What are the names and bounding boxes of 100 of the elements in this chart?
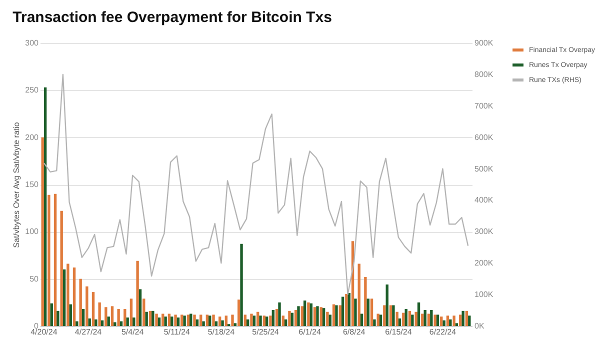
bar [288,310,291,326]
bar [440,316,443,326]
bar [176,318,180,326]
bar [136,260,139,326]
bar [430,310,433,326]
bar [162,314,164,326]
bar [468,316,471,326]
bar [379,314,382,326]
bar [168,314,171,326]
bar [193,314,196,326]
bar [427,314,430,326]
bar [328,314,332,326]
y-tick-label: 250 [25,86,40,95]
bar [408,310,412,326]
y-tick-label: 300 [25,38,40,48]
bar [335,305,338,326]
y2-tick-label: 200K [474,258,494,268]
bar [186,314,190,326]
bar [86,286,88,326]
y-tick-label: 0 [34,322,40,330]
bar [98,302,101,326]
bar [110,306,114,326]
bar [221,320,224,326]
bar [132,318,136,326]
bar [332,304,336,326]
x-tick-label: 4/20/24 [30,328,58,336]
bar [148,310,152,326]
y2-tick-label: 600K [474,132,494,142]
x-tick-label: 6/22/24 [429,328,457,336]
bar [218,316,222,326]
bar [373,319,376,326]
bar [465,310,468,326]
bar [269,316,272,326]
bar [48,194,50,326]
y2-tick-label: 800K [474,70,494,79]
bar [164,316,167,326]
bar [138,289,142,326]
bar [170,316,174,326]
bar [66,264,70,326]
line-series [43,74,469,296]
chart-title: Transaction fee Overpayment for Bitcoin Txs [12,9,332,26]
x-tick-label: 6/1/24 [298,328,322,336]
bar [155,314,158,326]
bar [275,309,278,326]
bar [417,302,420,326]
bar [434,314,436,326]
bar [114,322,116,326]
bar [202,321,205,326]
bar [265,316,268,326]
bar [246,319,250,326]
bar [88,318,91,326]
bar [145,312,148,326]
bar [234,323,237,326]
bar [158,318,161,326]
bar [442,320,446,326]
bar [392,305,395,326]
x-tick-label: 6/8/24 [342,328,366,336]
bar [82,309,85,326]
bar [354,298,357,326]
bar [92,292,95,326]
bar [62,269,66,326]
bar [183,316,186,326]
bar [44,87,47,326]
bar [237,300,240,326]
bar [126,318,129,326]
bar [206,314,209,326]
x-tick-label: 4/27/24 [74,328,102,336]
y2-tick-label: 900K [474,38,494,48]
bar [104,307,108,326]
x-tick-label: 5/4/24 [121,328,144,336]
y2-tick-label: 500K [474,164,494,174]
bar [376,314,380,326]
bar [152,310,154,326]
bar [459,314,462,326]
bar [404,309,408,326]
bar [244,314,247,326]
bar [446,316,450,326]
bar [208,316,212,326]
bar [386,284,388,326]
bar [56,310,60,326]
bar [358,264,360,326]
bar [196,319,199,326]
x-tick-label: 6/15/24 [385,328,412,336]
bar [462,310,464,326]
bar [396,312,398,326]
bar [272,310,275,326]
bar [250,314,253,326]
bar [60,210,63,326]
bar [231,314,234,326]
bar [50,303,53,326]
y-tick-label: 150 [25,180,40,189]
bar [345,294,348,326]
bar [190,314,192,326]
bar [100,320,104,326]
bar [224,316,228,326]
bar [174,314,177,326]
bar [297,306,300,326]
bar [316,306,319,326]
bar [278,302,281,326]
bar [142,298,146,326]
